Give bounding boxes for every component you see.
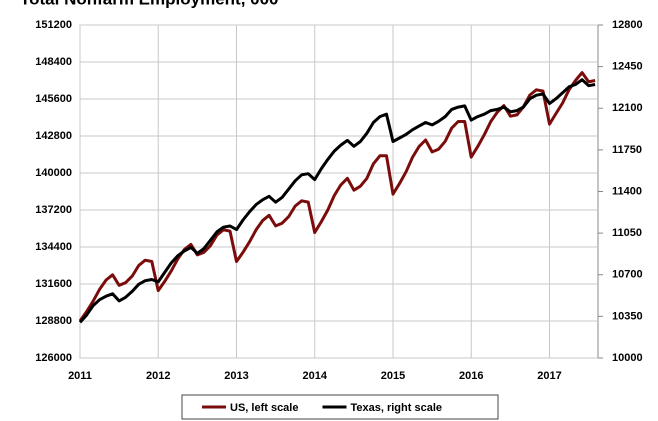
y-tick-label: 134400 [35, 241, 72, 253]
y-tick-label: 128800 [35, 315, 72, 327]
y-tick-label: 137200 [35, 204, 72, 216]
plot-area [79, 24, 599, 359]
y2-tick-label: 11050 [612, 227, 642, 239]
x-tick-label: 2017 [537, 370, 561, 382]
chart-title: Total Nonfarm Employment, 000 [20, 0, 279, 8]
y-tick-label: 140000 [35, 167, 72, 179]
y2-tick-label: 12450 [612, 61, 643, 73]
x-tick-label: 2015 [381, 370, 405, 382]
legend-label: Texas, right scale [350, 402, 442, 414]
series-line [78, 78, 596, 324]
y-tick-label: 131600 [35, 278, 72, 290]
y2-tick-label: 10000 [612, 352, 643, 364]
y2-tick-label: 11400 [612, 185, 642, 197]
legend-label: US, left scale [230, 402, 298, 414]
x-tick-label: 2016 [459, 370, 483, 382]
x-tick-label: 2011 [68, 370, 92, 382]
y2-tick-label: 11750 [612, 144, 642, 156]
y2-tick-label: 12100 [612, 102, 643, 114]
y2-tick-label: 10350 [612, 310, 643, 322]
x-tick-label: 2013 [224, 370, 248, 382]
y2-tick-label: 10700 [612, 269, 643, 281]
x-tick-label: 2014 [303, 370, 328, 382]
series-line [78, 71, 596, 322]
y-tick-label: 148400 [35, 56, 72, 68]
y-tick-label: 151200 [35, 19, 72, 31]
y2-tick-label: 12800 [612, 19, 643, 31]
x-tick-label: 2012 [146, 370, 170, 382]
y-tick-label: 126000 [35, 352, 72, 364]
y-tick-label: 142800 [35, 130, 72, 142]
y-tick-label: 145600 [35, 93, 72, 105]
